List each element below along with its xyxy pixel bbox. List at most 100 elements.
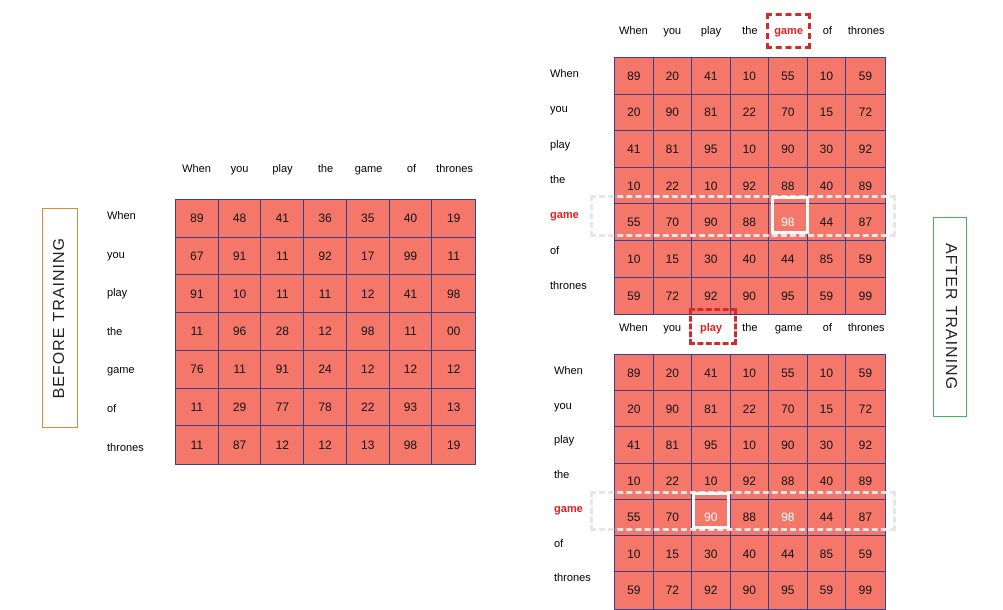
matrix-cell: 90 bbox=[692, 499, 731, 537]
matrix-cell: 93 bbox=[389, 388, 433, 427]
column-header: thrones bbox=[436, 163, 473, 175]
matrix-cell: 96 bbox=[218, 313, 262, 351]
matrix-cell: 91 bbox=[261, 350, 305, 389]
matrix-cell: 72 bbox=[654, 572, 693, 609]
highlight-column-game bbox=[766, 13, 811, 49]
matrix-cell: 12 bbox=[261, 426, 305, 464]
matrix-cell: 13 bbox=[347, 426, 390, 464]
matrix-cell: 81 bbox=[653, 131, 693, 168]
matrix-grid: 89 20 41 10 55 10 59 20 90 81 22 70 15 72 41 81 95 10 90 30… bbox=[614, 354, 886, 610]
matrix-cell: 22 bbox=[653, 167, 693, 205]
matrix-cell: 44 bbox=[807, 499, 847, 537]
matrix-cell: 00 bbox=[432, 313, 475, 351]
matrix-cell: 30 bbox=[807, 427, 847, 464]
matrix-cell: 44 bbox=[769, 241, 808, 278]
matrix-cell: 81 bbox=[692, 391, 731, 428]
column-header: you bbox=[230, 163, 249, 175]
matrix-cell: 12 bbox=[346, 275, 390, 314]
column-header: the bbox=[317, 163, 334, 175]
row-header: game bbox=[107, 364, 135, 377]
row-header: When bbox=[107, 210, 136, 222]
row-header: the bbox=[550, 173, 566, 186]
row-header: When bbox=[550, 68, 579, 80]
matrix-cell: 40 bbox=[807, 167, 847, 205]
after-training-title: AFTER TRAINING bbox=[933, 217, 967, 417]
row-header: game bbox=[550, 209, 579, 222]
matrix-cell: 99 bbox=[858, 583, 873, 598]
matrix-cell: 20 bbox=[653, 58, 693, 95]
matrix-cell: 91 bbox=[218, 237, 262, 276]
matrix-cell: 11 bbox=[176, 426, 219, 464]
column-header: When bbox=[619, 25, 648, 37]
row-header: play bbox=[107, 287, 128, 300]
matrix-cell: 90 bbox=[769, 427, 808, 464]
matrix-cell: 41 bbox=[615, 427, 654, 464]
matrix-cell: 99 bbox=[389, 237, 433, 276]
matrix-cell: 99 bbox=[858, 288, 873, 303]
matrix-cell: 78 bbox=[304, 388, 347, 427]
row-header: play bbox=[550, 138, 571, 151]
matrix-cell: 20 bbox=[653, 355, 693, 392]
highlight-column-play bbox=[689, 308, 737, 345]
row-header: When bbox=[554, 365, 583, 377]
matrix-cell: 40 bbox=[730, 536, 770, 573]
matrix-cell: 11 bbox=[261, 237, 305, 276]
matrix-cell: 41 bbox=[692, 58, 731, 95]
column-header: game bbox=[354, 163, 383, 175]
matrix-cell: 98 bbox=[346, 313, 390, 351]
matrix-cell: 92 bbox=[730, 167, 770, 205]
matrix-cell: 92 bbox=[846, 131, 885, 168]
matrix-cell: 87 bbox=[219, 426, 262, 464]
matrix-cell: 40 bbox=[730, 241, 770, 278]
matrix-cell: 67 bbox=[176, 237, 219, 276]
matrix-cell: 89 bbox=[176, 200, 219, 238]
matrix-cell: 22 bbox=[730, 391, 770, 428]
matrix-cell: 17 bbox=[346, 237, 390, 276]
matrix-cell: 10 bbox=[615, 241, 654, 278]
highlight-cell-game-game-top bbox=[771, 196, 809, 234]
matrix-cell: 81 bbox=[692, 94, 731, 132]
matrix-cell: 44 bbox=[769, 536, 808, 573]
matrix-cell: 59 bbox=[846, 58, 885, 95]
column-header: thrones bbox=[847, 322, 885, 334]
matrix-cell: 90 bbox=[769, 131, 808, 168]
row-header: of bbox=[107, 403, 117, 415]
column-header: the bbox=[742, 322, 758, 334]
row-header: you bbox=[107, 248, 125, 261]
matrix-cell: 22 bbox=[653, 463, 693, 500]
matrix-cell: 15 bbox=[653, 536, 693, 573]
matrix-cell: 87 bbox=[846, 500, 885, 537]
column-header: play bbox=[699, 322, 722, 334]
row-header: of bbox=[554, 537, 564, 550]
matrix-cell: 87 bbox=[846, 204, 885, 242]
matrix-cell: 10 bbox=[730, 58, 770, 95]
matrix-cell: 19 bbox=[432, 200, 475, 238]
matrix-cell: 15 bbox=[807, 94, 847, 132]
matrix-cell: 59 bbox=[808, 277, 847, 315]
highlight-row-game-bottom bbox=[590, 491, 896, 531]
matrix-cell: 55 bbox=[615, 499, 654, 537]
matrix-cell: 95 bbox=[769, 572, 808, 609]
matrix-cell: 41 bbox=[261, 200, 305, 238]
matrix-cell: 95 bbox=[769, 277, 808, 315]
column-header: game bbox=[774, 25, 803, 37]
column-header: the bbox=[742, 25, 758, 37]
matrix-cell: 88 bbox=[769, 167, 808, 205]
matrix-cell: 13 bbox=[432, 389, 475, 427]
column-header: thrones bbox=[847, 25, 885, 37]
matrix-cell: 77 bbox=[261, 388, 305, 427]
highlight-cell-game-play-bottom bbox=[692, 492, 730, 529]
matrix-cell: 85 bbox=[807, 536, 847, 573]
matrix-cell: 59 bbox=[846, 536, 885, 573]
matrix-cell: 98 bbox=[769, 499, 808, 537]
matrix-cell: 24 bbox=[304, 350, 347, 389]
matrix-cell: 11 bbox=[176, 388, 219, 427]
matrix-cell: 55 bbox=[769, 355, 808, 392]
matrix-cell: 85 bbox=[807, 241, 847, 278]
matrix-cell: 11 bbox=[261, 275, 305, 314]
row-header: game bbox=[554, 503, 583, 515]
matrix-cell: 91 bbox=[176, 275, 219, 314]
matrix-cell: 90 bbox=[653, 391, 693, 428]
row-header: play bbox=[554, 434, 575, 446]
column-header: of bbox=[406, 163, 417, 175]
